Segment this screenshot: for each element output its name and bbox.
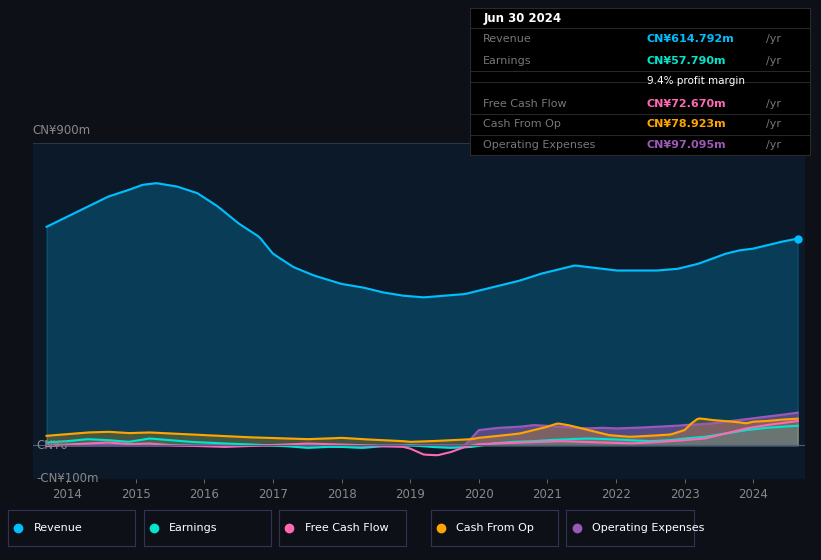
Text: /yr: /yr — [766, 56, 781, 66]
Text: Revenue: Revenue — [484, 34, 532, 44]
Text: /yr: /yr — [766, 119, 781, 129]
Text: CN¥614.792m: CN¥614.792m — [647, 34, 735, 44]
Text: Free Cash Flow: Free Cash Flow — [484, 99, 566, 109]
Text: Operating Expenses: Operating Expenses — [592, 523, 704, 533]
Text: CN¥900m: CN¥900m — [33, 124, 91, 137]
Text: CN¥97.095m: CN¥97.095m — [647, 140, 727, 150]
Text: CN¥78.923m: CN¥78.923m — [647, 119, 727, 129]
Text: Cash From Op: Cash From Op — [484, 119, 561, 129]
Text: CN¥0: CN¥0 — [36, 438, 68, 452]
Text: Earnings: Earnings — [169, 523, 218, 533]
Text: /yr: /yr — [766, 140, 781, 150]
Text: Earnings: Earnings — [484, 56, 532, 66]
Text: /yr: /yr — [766, 34, 781, 44]
Text: Revenue: Revenue — [34, 523, 82, 533]
Text: Free Cash Flow: Free Cash Flow — [305, 523, 388, 533]
Text: -CN¥100m: -CN¥100m — [36, 472, 99, 486]
Text: Operating Expenses: Operating Expenses — [484, 140, 595, 150]
Text: Cash From Op: Cash From Op — [456, 523, 534, 533]
Text: Jun 30 2024: Jun 30 2024 — [484, 12, 562, 25]
Text: CN¥57.790m: CN¥57.790m — [647, 56, 727, 66]
Text: CN¥72.670m: CN¥72.670m — [647, 99, 727, 109]
Text: /yr: /yr — [766, 99, 781, 109]
Text: 9.4% profit margin: 9.4% profit margin — [647, 77, 745, 86]
